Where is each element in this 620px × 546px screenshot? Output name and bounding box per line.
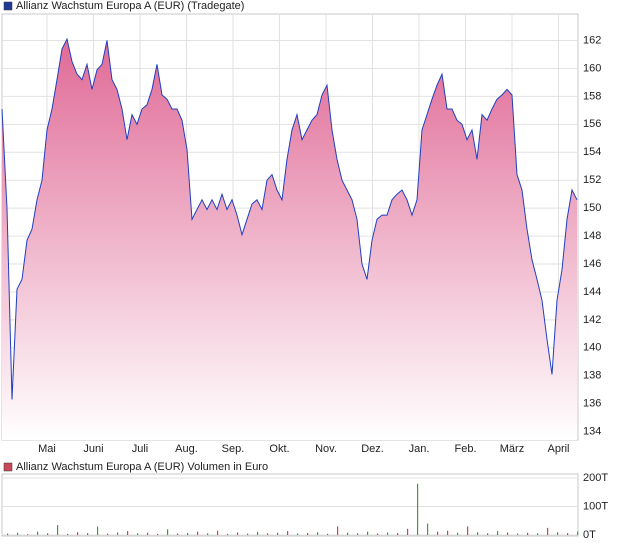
volume-bar xyxy=(277,532,279,535)
y-tick-label: 136 xyxy=(583,398,601,410)
volume-bar xyxy=(247,533,249,535)
volume-bar xyxy=(267,533,269,535)
volume-bar xyxy=(397,533,399,535)
x-tick-label: Mai xyxy=(38,443,56,455)
x-tick-label: April xyxy=(547,443,569,455)
volume-bar xyxy=(297,533,299,535)
y-tick-label: 134 xyxy=(583,426,601,438)
volume-bar xyxy=(287,531,289,535)
volume-bar xyxy=(347,532,349,535)
y-tick-label: 138 xyxy=(583,370,601,382)
x-tick-label: März xyxy=(500,443,524,455)
volume-bar xyxy=(7,533,9,535)
price-line xyxy=(1,37,578,400)
volume-bar xyxy=(307,533,309,535)
volume-bar xyxy=(517,533,519,535)
volume-bar xyxy=(337,526,339,535)
volume-bar xyxy=(207,533,209,535)
y-tick-label: 142 xyxy=(583,314,601,326)
x-tick-label: Juli xyxy=(132,443,149,455)
y-tick-label: 140 xyxy=(583,342,601,354)
volume-bar xyxy=(537,533,539,535)
volume-bar xyxy=(47,533,49,535)
volume-bar xyxy=(137,533,139,535)
volume-bar xyxy=(317,532,319,535)
y-tick-label: 100T xyxy=(583,500,608,512)
x-tick-label: Dez. xyxy=(361,443,384,455)
y-tick-label: 158 xyxy=(583,90,601,102)
volume-bar xyxy=(37,531,39,535)
volume-bar xyxy=(257,531,259,535)
y-tick-label: 156 xyxy=(583,118,601,130)
volume-bar xyxy=(167,529,169,535)
y-tick-label: 144 xyxy=(583,286,601,298)
volume-bar xyxy=(417,483,419,535)
volume-bar xyxy=(237,532,239,535)
volume-bar xyxy=(177,533,179,535)
y-tick-label: 154 xyxy=(583,146,601,158)
volume-bar xyxy=(67,533,69,535)
legend-title: Allianz Wachstum Europa A (EUR) Volumen … xyxy=(16,461,268,473)
y-tick-label: 200T xyxy=(583,472,608,484)
x-tick-label: Okt. xyxy=(269,443,289,455)
volume-bar xyxy=(437,531,439,535)
volume-bar xyxy=(577,531,579,535)
volume-bar xyxy=(477,532,479,535)
y-tick-label: 152 xyxy=(583,174,601,186)
volume-bar xyxy=(447,530,449,535)
volume-bar xyxy=(27,534,29,535)
y-tick-label: 146 xyxy=(583,258,601,270)
volume-bar xyxy=(197,531,199,535)
volume-bar xyxy=(157,533,159,535)
area-fill xyxy=(2,39,577,440)
volume-bar xyxy=(427,523,429,535)
volume-bar xyxy=(77,532,79,535)
volume-bar xyxy=(387,532,389,535)
y-tick-label: 162 xyxy=(583,34,601,46)
volume-bar xyxy=(527,532,529,535)
legend-swatch xyxy=(3,462,13,472)
x-tick-label: Sep. xyxy=(222,443,245,455)
volume-bar xyxy=(127,531,129,535)
volume-bar xyxy=(367,531,369,535)
volume-bar xyxy=(327,533,329,535)
volume-bar xyxy=(117,532,119,535)
y-tick-label: 0T xyxy=(583,529,596,541)
volume-bar xyxy=(57,525,59,535)
volume-bar xyxy=(357,533,359,535)
y-tick-label: 148 xyxy=(583,230,601,242)
volume-bar xyxy=(87,533,89,535)
x-tick-label: Juni xyxy=(83,443,103,455)
x-tick-label: Nov. xyxy=(315,443,337,455)
volume-bar xyxy=(187,533,189,535)
y-tick-label: 150 xyxy=(583,202,601,214)
volume-bar xyxy=(487,533,489,535)
volume-bar xyxy=(557,532,559,535)
volume-bar xyxy=(457,532,459,535)
y-tick-label: 160 xyxy=(583,62,601,74)
x-tick-label: Aug. xyxy=(175,443,198,455)
legend-title: Allianz Wachstum Europa A (EUR) (Tradega… xyxy=(16,0,244,12)
volume-bar xyxy=(507,532,509,535)
volume-bar xyxy=(407,528,409,535)
volume-bar xyxy=(17,532,19,535)
volume-bar xyxy=(97,526,99,535)
legend-swatch xyxy=(3,1,13,11)
x-tick-label: Feb. xyxy=(454,443,476,455)
volume-bar xyxy=(497,531,499,535)
volume-bar xyxy=(147,532,149,535)
volume-bar xyxy=(107,533,109,535)
volume-bar xyxy=(227,533,229,535)
x-tick-label: Jan. xyxy=(409,443,430,455)
volume-bar xyxy=(567,533,569,535)
volume-bar xyxy=(217,530,219,535)
volume-bar xyxy=(377,533,379,535)
volume-bar xyxy=(547,527,549,535)
volume-frame xyxy=(1,473,579,537)
volume-bar xyxy=(467,526,469,535)
